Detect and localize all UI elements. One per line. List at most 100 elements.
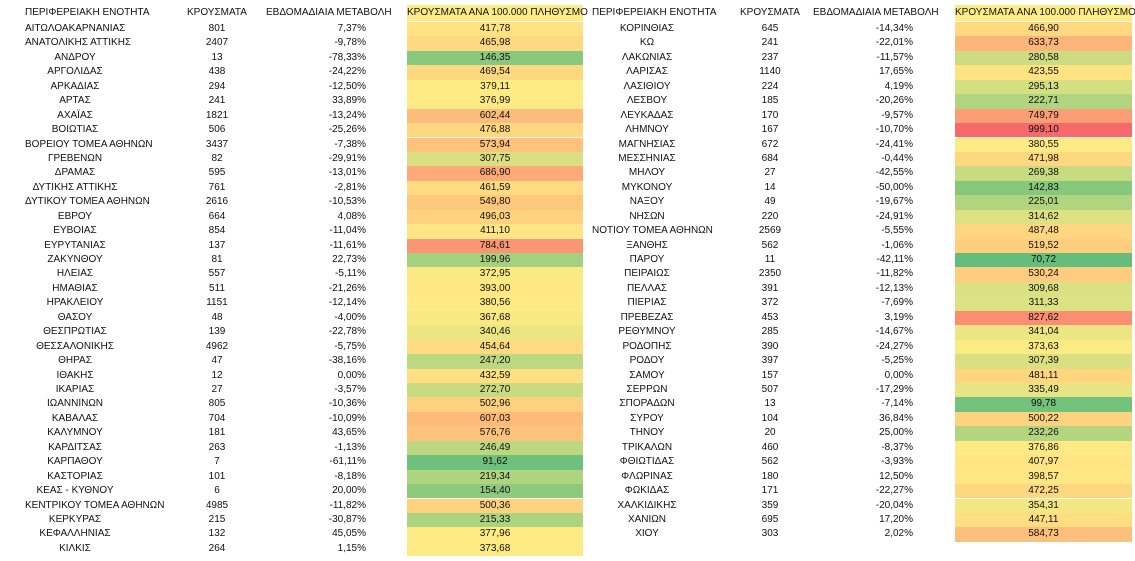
header-region: ΠΕΡΙΦΕΡΕΙΑΚΗ ΕΝΟΤΗΤΑ [592,7,717,18]
cases: 2350 [758,268,782,280]
weekly-change: -12,13% [875,282,913,294]
region: ΔΥΤΙΚΟΥ ΤΟΜΕΑ ΑΘΗΝΩΝ [25,196,150,208]
weekly-change: -7,14% [881,398,913,410]
region: ΠΕΛΛΑΣ [626,282,668,294]
cases: 801 [208,23,226,34]
cases: 805 [208,398,226,410]
region: ΗΡΑΚΛΕΙΟΥ [46,297,104,309]
region: ΦΩΚΙΔΑΣ [624,485,670,497]
weekly-change: -11,04% [329,225,366,237]
cases: 294 [208,80,226,92]
cases-per-100k: 307,75 [407,151,583,167]
cases: 285 [761,326,779,338]
cases: 557 [208,268,226,280]
weekly-change: -5,25% [881,355,913,367]
region: ΗΜΑΘΙΑΣ [52,282,98,294]
cases-per-100k: 335,49 [955,383,1132,398]
region: ΡΟΔΟΥ [629,355,665,367]
cases-per-100k: 154,40 [407,484,583,499]
region: ΑΡΚΑΔΙΑΣ [50,80,100,92]
cases-per-100k: 423,55 [955,65,1132,80]
region: ΚΑΛΥΜΝΟΥ [47,427,103,439]
cases: 263 [208,441,226,453]
region: ΘΕΣΠΡΩΤΙΑΣ [43,326,107,338]
cases-per-100k: 573,94 [407,137,583,152]
cases: 4962 [205,340,229,352]
region: ΖΑΚΥΝΘΟΥ [47,254,103,266]
cases-per-100k: 146,35 [407,50,583,66]
cases: 81 [211,254,223,266]
cases: 1821 [205,109,229,121]
weekly-change: -17,29% [875,384,913,395]
weekly-change: -24,22% [328,66,366,78]
cases-per-100k: 377,96 [407,527,583,542]
region: ΝΑΞΟΥ [629,196,665,208]
cases: 506 [208,124,226,136]
weekly-change: 17,20% [879,513,913,525]
region: ΛΑΡΙΣΑΣ [626,66,668,78]
cases: 47 [211,355,223,367]
region: ΡΕΘΥΜΝΟΥ [618,326,676,338]
cases-per-100k: 417,78 [407,22,583,37]
cases-per-100k: 215,33 [407,512,583,528]
weekly-change: -61,11% [329,456,366,468]
region: ΗΛΕΙΑΣ [56,268,94,280]
region: ΛΑΚΩΝΙΑΣ [621,51,673,63]
weekly-change: 7,37% [337,23,366,34]
cases-per-100k: 447,11 [955,512,1132,528]
region: ΜΑΓΝΗΣΙΑΣ [618,138,676,150]
weekly-change: 4,19% [884,80,913,92]
cases: 6 [214,485,220,497]
weekly-change: -12,50% [328,80,366,92]
cases-per-100k: 471,98 [955,151,1132,167]
cases: 511 [209,282,225,294]
weekly-change: -8,37% [881,441,913,453]
cases: 241 [761,37,779,49]
weekly-change: -11,82% [876,268,913,280]
cases-per-100k: 487,48 [955,224,1132,239]
weekly-change: -2,81% [334,181,366,193]
cases: 595 [208,167,226,179]
region: ΑΙΤΩΛΟΑΚΑΡΝΑΝΙΑΣ [25,23,126,34]
weekly-change: -10,36% [328,398,366,410]
region: ΧΑΝΙΩΝ [627,513,667,525]
cases-per-100k: 476,88 [407,123,583,138]
region: ΕΒΡΟΥ [57,210,93,222]
cases: 48 [211,311,223,323]
region: ΚΩ [639,37,655,49]
cases: 139 [208,326,226,338]
weekly-change: -0,44% [881,152,913,164]
cases-per-100k: 307,39 [955,354,1132,369]
region: ΚΕΡΚΥΡΑΣ [48,513,102,525]
region: ΜΥΚΟΝΟΥ [621,181,673,193]
cases-per-100k: 225,01 [955,195,1132,210]
weekly-change: -3,93% [881,456,913,468]
cases: 453 [761,311,779,323]
cases-per-100k: 411,10 [407,224,583,239]
cases: 2616 [205,196,229,208]
region: ΚΙΛΚΙΣ [59,542,91,554]
cases-per-100k: 379,11 [407,79,583,95]
cases-per-100k: 500,36 [407,498,583,513]
cases: 180 [761,470,779,482]
weekly-change: 33,89% [332,95,366,107]
cases-per-100k: 549,80 [407,195,583,210]
cases: 157 [761,369,779,381]
weekly-change: -42,55% [875,167,913,179]
region: ΘΕΣΣΑΛΟΝΙΚΗΣ [36,340,114,352]
weekly-change: -14,34% [875,23,913,34]
weekly-change: -11,61% [329,239,366,251]
cases-per-100k: 999,10 [955,123,1132,138]
cases-per-100k: 376,99 [407,94,583,109]
cases-per-100k: 232,26 [955,426,1132,441]
cases-per-100k: 454,64 [407,339,583,355]
cases: 562 [761,456,779,468]
region: ΑΡΓΟΛΙΔΑΣ [47,66,103,78]
region: ΑΡΤΑΣ [59,95,91,107]
weekly-change: 0,00% [337,369,366,381]
weekly-change: -3,57% [334,384,366,395]
cases: 12 [211,369,223,381]
cases-per-100k: 219,34 [407,469,583,485]
cases-per-100k: 784,61 [407,238,583,253]
cases: 220 [761,210,779,222]
